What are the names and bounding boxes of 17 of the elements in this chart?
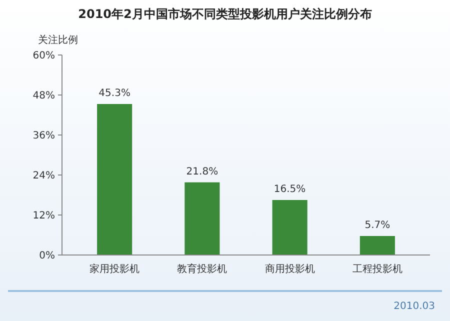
x-tick-label: 商用投影机	[264, 263, 315, 275]
y-tick-label: 60%	[32, 50, 55, 62]
chart-title: 2010年2月中国市场不同类型投影机用户关注比例分布	[78, 7, 372, 21]
y-tick-label: 12%	[32, 210, 55, 222]
y-axis-title: 关注比例	[38, 34, 78, 46]
data-label: 16.5%	[274, 184, 306, 195]
data-label: 21.8%	[186, 166, 218, 178]
data-label: 45.3%	[98, 88, 130, 99]
y-tick-label: 0%	[39, 250, 55, 262]
x-tick-label: 教育投影机	[177, 263, 228, 275]
text: 2010.03	[394, 301, 435, 312]
y-tick-label: 48%	[32, 90, 55, 102]
x-tick-label: 家用投影机	[90, 263, 140, 275]
y-tick-label: 24%	[32, 170, 55, 182]
data-label: 5.7%	[364, 220, 390, 231]
x-tick-label: 工程投影机	[352, 263, 402, 275]
y-tick-label: 36%	[32, 130, 55, 142]
